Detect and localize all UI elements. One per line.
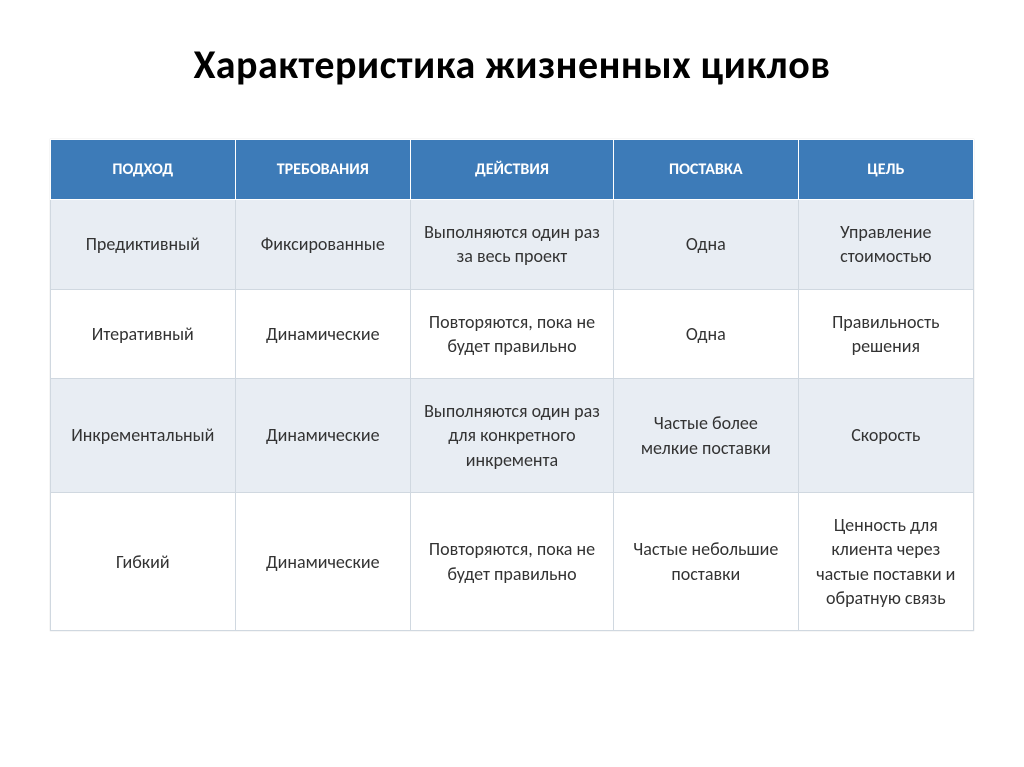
table-cell: Правильность решения <box>798 289 973 379</box>
table-cell: Одна <box>614 200 799 290</box>
table-header-cell: ЦЕЛЬ <box>798 140 973 200</box>
table-row: Предиктивный Фиксированные Выполняются о… <box>51 200 974 290</box>
table-cell: Одна <box>614 289 799 379</box>
table-cell: Управление стоимостью <box>798 200 973 290</box>
table-cell: Выполняются один раз для конкретного инк… <box>410 379 613 493</box>
table-header-row: ПОДХОД ТРЕБОВАНИЯ ДЕЙСТВИЯ ПОСТАВКА ЦЕЛЬ <box>51 140 974 200</box>
table-cell: Повторяются, пока не будет правильно <box>410 289 613 379</box>
table-cell: Динамические <box>235 289 410 379</box>
table-cell: Скорость <box>798 379 973 493</box>
table-row: Инкрементальный Динамические Выполняются… <box>51 379 974 493</box>
table-cell: Итеративный <box>51 289 236 379</box>
table-header-cell: ПОДХОД <box>51 140 236 200</box>
table-row: Итеративный Динамические Повторяются, по… <box>51 289 974 379</box>
table-header-cell: ДЕЙСТВИЯ <box>410 140 613 200</box>
table-header-cell: ТРЕБОВАНИЯ <box>235 140 410 200</box>
table-cell: Динамические <box>235 379 410 493</box>
table-cell: Частые небольшие поставки <box>614 493 799 631</box>
table-cell: Фиксированные <box>235 200 410 290</box>
lifecycle-table: ПОДХОД ТРЕБОВАНИЯ ДЕЙСТВИЯ ПОСТАВКА ЦЕЛЬ… <box>50 139 974 631</box>
table-row: Гибкий Динамические Повторяются, пока не… <box>51 493 974 631</box>
table-cell: Повторяются, пока не будет правильно <box>410 493 613 631</box>
table-cell: Динамические <box>235 493 410 631</box>
table-cell: Инкрементальный <box>51 379 236 493</box>
table-header-cell: ПОСТАВКА <box>614 140 799 200</box>
table-cell: Частые более мелкие поставки <box>614 379 799 493</box>
table-cell: Гибкий <box>51 493 236 631</box>
table-cell: Ценность для клиента через частые постав… <box>798 493 973 631</box>
table-cell: Выполняются один раз за весь проект <box>410 200 613 290</box>
page-title: Характеристика жизненных циклов <box>50 40 974 89</box>
table-cell: Предиктивный <box>51 200 236 290</box>
